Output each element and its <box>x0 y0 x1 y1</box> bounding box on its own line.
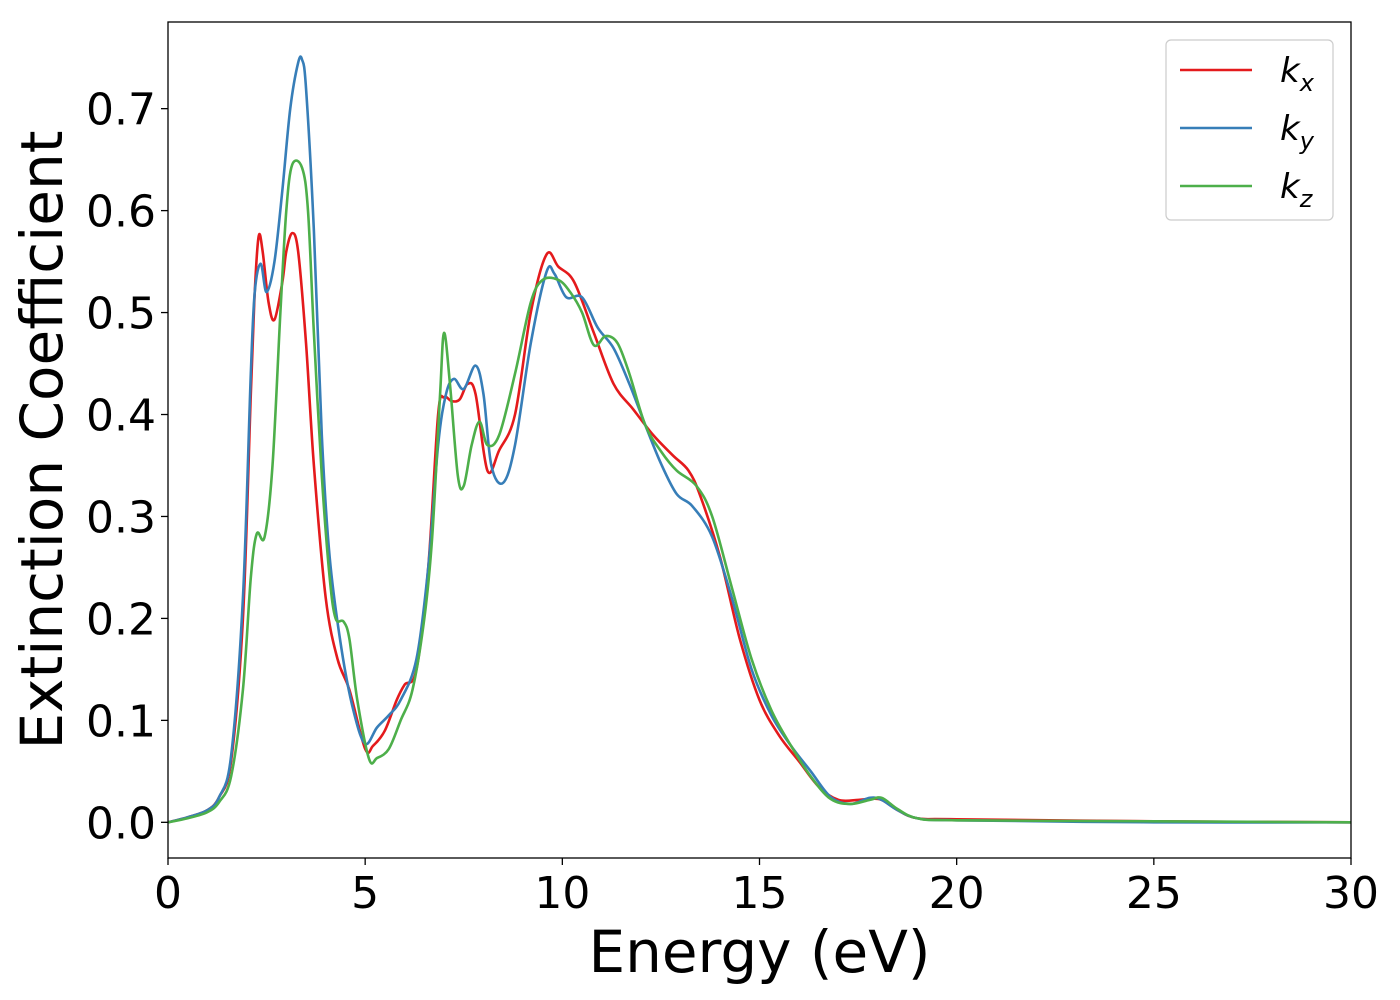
x-tick-label: 0 <box>154 868 182 919</box>
legend-label-subscript: x <box>1299 69 1315 97</box>
series-line-x <box>167 231 1352 824</box>
series-layer <box>167 55 1352 824</box>
legend-label-base: k <box>1280 109 1301 149</box>
x-axis-title: Energy (eV) <box>588 918 930 986</box>
series-line-z <box>167 159 1352 824</box>
x-axis-ticks: 0 5 10 15 20 25 30 <box>154 858 1379 919</box>
y-tick-label: 0.6 <box>86 187 156 238</box>
y-tick-label: 0.0 <box>86 798 156 849</box>
y-tick-label: 0.1 <box>86 696 156 747</box>
legend-label-subscript: y <box>1299 127 1315 155</box>
x-tick-label: 20 <box>929 868 985 919</box>
x-tick-label: 10 <box>534 868 590 919</box>
y-tick-label: 0.4 <box>86 391 156 442</box>
x-tick-label: 15 <box>732 868 788 919</box>
y-axis-ticks: 0.0 0.1 0.2 0.3 0.4 0.5 0.6 0.7 <box>86 85 168 849</box>
y-tick-label: 0.2 <box>86 594 156 645</box>
y-tick-label: 0.5 <box>86 289 156 340</box>
legend-label-x: kx <box>1280 51 1315 97</box>
legend-label-z: kz <box>1280 167 1314 213</box>
legend-label-y: ky <box>1280 109 1315 155</box>
legend-box <box>1165 39 1334 221</box>
y-tick-label: 0.7 <box>86 85 156 136</box>
y-axis-title: Extinction Coefficient <box>8 131 76 750</box>
y-tick-label: 0.3 <box>86 492 156 543</box>
legend-label-subscript: z <box>1299 185 1314 213</box>
legend-label-base: k <box>1280 51 1301 91</box>
x-tick-label: 25 <box>1126 868 1182 919</box>
x-tick-label: 30 <box>1323 868 1379 919</box>
legend-label-base: k <box>1280 167 1301 207</box>
x-tick-label: 5 <box>351 868 379 919</box>
